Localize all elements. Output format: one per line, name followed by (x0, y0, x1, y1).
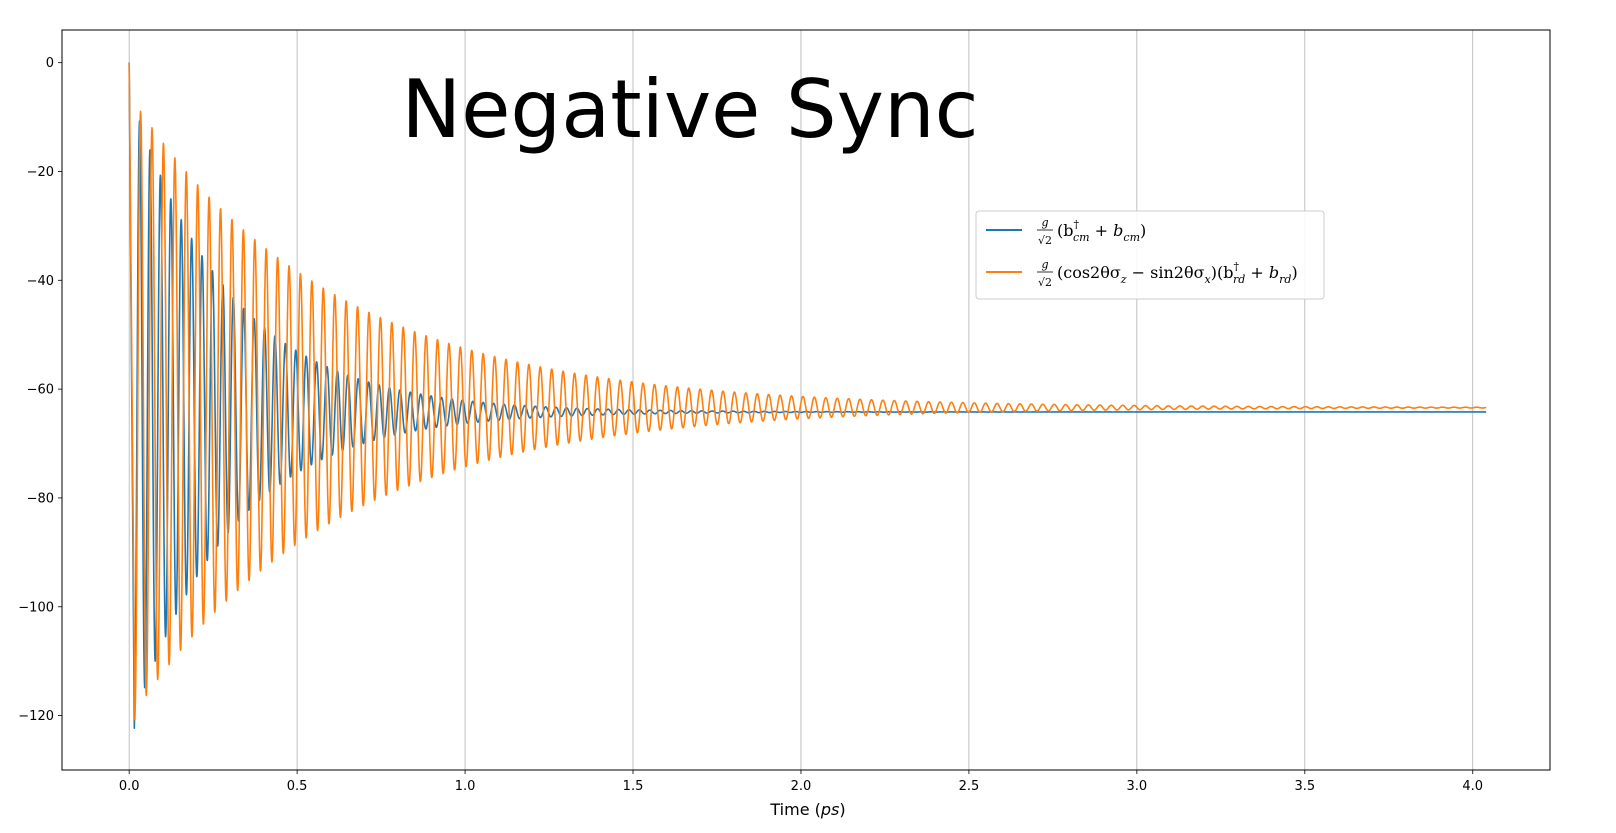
legend-label-2: (cos2θσz − sin2θσx)(b† rd + brd) (1057, 260, 1298, 286)
legend-frac-num-1: g (1041, 216, 1048, 229)
legend-frac-num-2: g (1041, 258, 1048, 271)
y-tick-label: −20 (27, 165, 54, 180)
legend-frac-den-2: √2 (1038, 276, 1052, 289)
y-tick-label: −120 (18, 709, 54, 724)
x-tick-label: 4.0 (1462, 779, 1483, 794)
x-axis-ticks: 0.0 0.5 1.0 1.5 2.0 2.5 3.0 3.5 4.0 (119, 770, 1483, 794)
legend-2-c: )(b (1211, 263, 1234, 282)
legend-1-sup: † (1073, 218, 1079, 231)
legend-1-b: + b (1090, 221, 1124, 240)
legend-1-sub-b: cm (1123, 231, 1140, 244)
x-tick-label: 0.5 (287, 779, 308, 794)
legend-label-1: (b† cm + bcm) (1057, 218, 1146, 244)
legend-2-b: − sin2θσ (1127, 263, 1205, 282)
y-tick-label: −60 (27, 383, 54, 398)
series-lines (128, 62, 1487, 730)
legend-1-sub-a: cm (1073, 231, 1090, 244)
legend-2-sub-d: rd (1279, 273, 1291, 286)
x-axis-title-post: ) (839, 800, 845, 819)
x-tick-label: 3.5 (1294, 779, 1315, 794)
plot-frame (61, 29, 1551, 771)
x-tick-label: 2.0 (791, 779, 812, 794)
legend-2-e: ) (1291, 263, 1297, 282)
legend-2-d: + b (1245, 263, 1279, 282)
legend-frac-den-1: √2 (1038, 234, 1052, 247)
legend-2-sub-b: x (1205, 273, 1212, 286)
series-line-1 (128, 62, 1487, 730)
x-axis-title-pre: Time ( (769, 800, 820, 819)
legend-entry-1: g √2 (b† cm + bcm) (986, 216, 1146, 247)
x-tick-label: 1.0 (455, 779, 476, 794)
legend-1-c: ) (1140, 221, 1146, 240)
chart-title: Negative Sync (401, 63, 978, 156)
legend-2-a: (cos2θσ (1057, 263, 1121, 282)
y-tick-label: −100 (18, 600, 54, 615)
y-tick-label: 0 (46, 56, 54, 71)
x-axis-title: Time (ps) (769, 800, 845, 819)
legend-1-a: (b (1057, 221, 1073, 240)
legend-2-sub-a: z (1120, 273, 1127, 286)
x-tick-label: 1.5 (623, 779, 644, 794)
series-line-2 (128, 62, 1487, 721)
x-axis-title-unit: ps (820, 800, 840, 819)
legend-2-sup: † (1233, 260, 1239, 273)
x-tick-label: 2.5 (959, 779, 980, 794)
y-tick-label: −40 (27, 274, 54, 289)
x-tick-label: 0.0 (119, 779, 140, 794)
legend: g √2 (b† cm + bcm) g √2 (cos2θσz − sin2θσ… (975, 210, 1325, 300)
legend-box (975, 210, 1325, 300)
y-tick-label: −80 (27, 491, 54, 506)
legend-2-sub-c: rd (1233, 273, 1245, 286)
legend-entry-2: g √2 (cos2θσz − sin2θσx)(b† rd + brd) (986, 258, 1298, 289)
x-tick-label: 3.0 (1127, 779, 1148, 794)
y-axis-ticks: 0 −20 −40 −60 −80 −100 −120 (18, 56, 62, 724)
